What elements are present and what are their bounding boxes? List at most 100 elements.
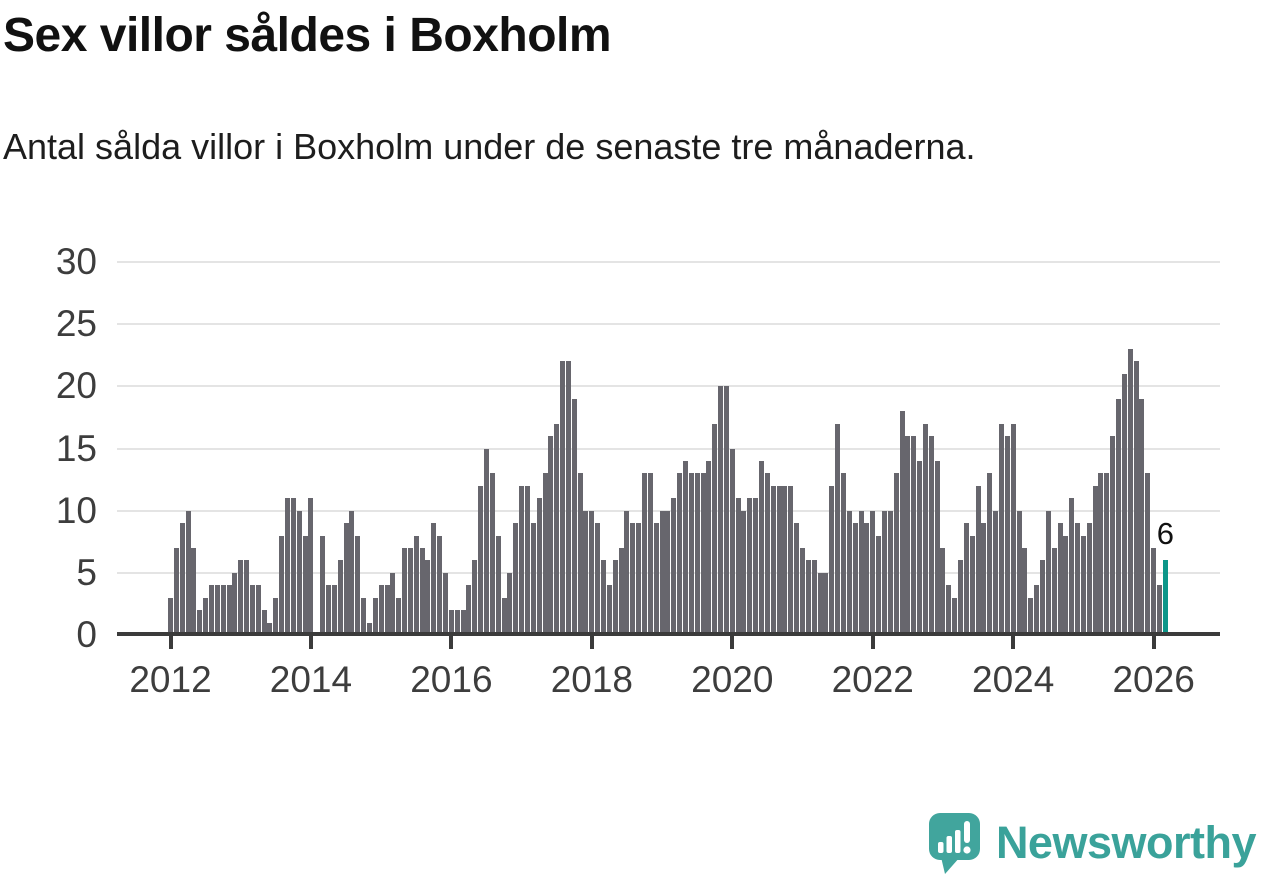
highlighted-bar bbox=[1162, 560, 1168, 635]
x-axis-tick bbox=[1151, 636, 1156, 649]
bar bbox=[530, 523, 536, 635]
bar bbox=[168, 597, 173, 635]
bar bbox=[770, 485, 776, 635]
bar bbox=[782, 485, 788, 635]
bar bbox=[273, 597, 279, 635]
bar bbox=[232, 572, 238, 635]
bar bbox=[618, 547, 624, 635]
bar bbox=[1028, 597, 1034, 635]
bar bbox=[952, 597, 958, 635]
bar bbox=[642, 473, 647, 635]
bar bbox=[484, 448, 489, 635]
bar bbox=[244, 560, 250, 635]
bar bbox=[688, 473, 694, 635]
bar bbox=[519, 485, 525, 635]
bar bbox=[337, 560, 343, 635]
bar bbox=[1022, 547, 1028, 635]
newsworthy-logo: Newsworthy bbox=[928, 810, 1257, 876]
bar bbox=[208, 585, 214, 635]
bar bbox=[595, 523, 601, 635]
bar bbox=[975, 485, 981, 635]
x-axis-label: 2026 bbox=[1112, 659, 1195, 700]
bar bbox=[203, 597, 209, 635]
bar bbox=[448, 610, 454, 635]
bar bbox=[513, 523, 519, 635]
x-axis-line bbox=[117, 632, 1220, 636]
bar bbox=[788, 485, 794, 635]
bar bbox=[653, 523, 659, 635]
bar bbox=[729, 448, 735, 635]
newsworthy-logo-icon bbox=[928, 813, 980, 874]
x-axis-tick bbox=[168, 636, 173, 649]
bar bbox=[524, 485, 530, 635]
bar bbox=[946, 585, 952, 635]
bar bbox=[928, 436, 934, 635]
bar bbox=[1080, 535, 1086, 635]
bar bbox=[437, 535, 443, 635]
x-axis-label: 2020 bbox=[691, 659, 774, 700]
bar bbox=[1075, 523, 1081, 635]
bar bbox=[823, 572, 829, 635]
bar bbox=[1063, 535, 1069, 635]
y-axis-label: 5 bbox=[76, 551, 97, 593]
bar bbox=[536, 498, 542, 635]
y-axis-label: 15 bbox=[55, 427, 97, 469]
bar bbox=[776, 485, 782, 635]
bar bbox=[624, 510, 630, 635]
bar bbox=[870, 510, 876, 635]
bar bbox=[255, 585, 261, 635]
bar bbox=[694, 473, 700, 635]
gridline bbox=[117, 385, 1220, 388]
bar bbox=[1092, 485, 1098, 635]
x-axis-tick bbox=[449, 636, 454, 649]
bar bbox=[355, 535, 361, 635]
bar bbox=[712, 423, 718, 635]
bar bbox=[963, 523, 969, 635]
bar bbox=[753, 498, 759, 635]
bar bbox=[840, 473, 846, 635]
bar bbox=[852, 523, 858, 635]
bar bbox=[238, 560, 244, 635]
bar bbox=[934, 460, 940, 635]
bar bbox=[794, 523, 800, 635]
bar bbox=[1133, 361, 1139, 635]
bar bbox=[911, 436, 917, 635]
bar bbox=[489, 473, 495, 635]
bar bbox=[249, 585, 255, 635]
bar bbox=[419, 547, 425, 635]
bar bbox=[1098, 473, 1104, 635]
bar bbox=[548, 436, 554, 635]
bar bbox=[577, 473, 583, 635]
bar bbox=[472, 560, 478, 635]
bar bbox=[460, 610, 466, 635]
bar bbox=[958, 560, 964, 635]
bar bbox=[285, 498, 291, 635]
bar bbox=[1110, 436, 1116, 635]
bar bbox=[876, 535, 882, 635]
bar bbox=[899, 411, 905, 635]
bar bbox=[811, 560, 817, 635]
bar bbox=[560, 361, 566, 635]
gridline bbox=[117, 261, 1220, 263]
page-subtitle: Antal sålda villor i Boxholm under de se… bbox=[3, 126, 976, 167]
bar bbox=[343, 523, 349, 635]
bar bbox=[835, 423, 841, 635]
x-axis-tick bbox=[1011, 636, 1016, 649]
bar bbox=[197, 610, 203, 635]
bar bbox=[366, 622, 372, 635]
bar bbox=[173, 547, 179, 635]
bar bbox=[402, 547, 408, 635]
bar bbox=[1034, 585, 1040, 635]
bar bbox=[1156, 585, 1162, 635]
bar bbox=[1086, 523, 1092, 635]
bar bbox=[308, 498, 314, 635]
bar bbox=[396, 597, 402, 635]
page-title: Sex villor såldes i Boxholm bbox=[3, 9, 612, 62]
bar bbox=[759, 460, 765, 635]
bar bbox=[671, 498, 677, 635]
x-axis-label: 2016 bbox=[410, 659, 493, 700]
bar bbox=[378, 585, 384, 635]
bar bbox=[612, 560, 618, 635]
bar bbox=[917, 460, 923, 635]
